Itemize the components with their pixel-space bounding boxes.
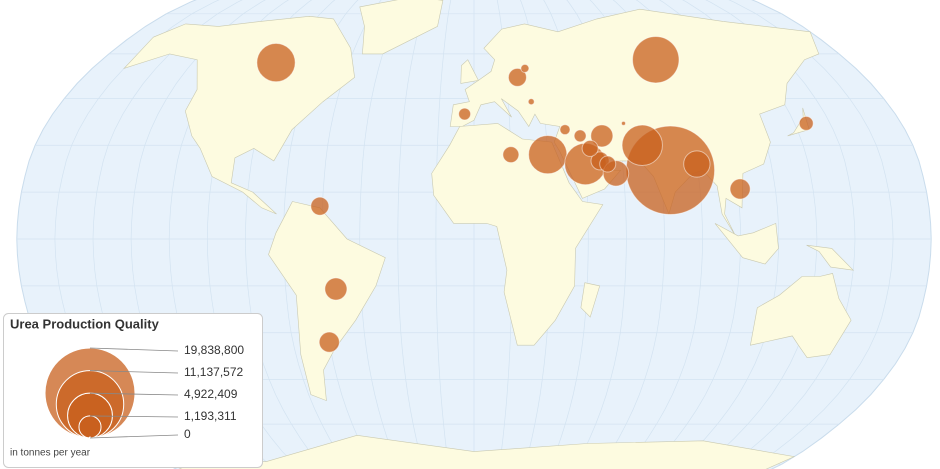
bubble xyxy=(581,139,599,157)
legend-note: in tonnes per year xyxy=(10,448,91,459)
bubble-layer xyxy=(256,35,814,353)
bubble xyxy=(256,42,296,83)
legend-leader xyxy=(89,370,179,374)
legend: Urea Production Quality in tonnes per ye… xyxy=(3,313,263,468)
legend-label: 11,137,572 xyxy=(184,365,243,379)
bubble xyxy=(620,120,627,126)
bubble xyxy=(683,150,711,178)
bubble xyxy=(573,129,587,143)
bubble xyxy=(318,331,340,353)
bubble xyxy=(507,67,527,87)
bubble xyxy=(559,124,571,136)
land xyxy=(714,222,779,265)
legend-leader xyxy=(89,347,179,352)
bubble xyxy=(590,124,614,148)
bubble xyxy=(520,63,530,73)
land xyxy=(806,244,855,271)
land xyxy=(268,201,386,402)
bubble xyxy=(527,98,535,106)
bubble xyxy=(310,196,330,216)
bubble xyxy=(798,115,814,131)
land xyxy=(359,0,444,55)
land xyxy=(460,59,479,84)
legend-leader xyxy=(89,392,179,396)
land xyxy=(449,8,820,237)
legend-label: 0 xyxy=(184,427,191,441)
bubble xyxy=(458,107,472,121)
bubble xyxy=(729,178,751,200)
land xyxy=(431,123,604,346)
land xyxy=(580,282,601,318)
legend-label: 19,838,800 xyxy=(184,343,244,357)
bubble xyxy=(599,155,617,173)
land xyxy=(123,15,355,215)
legend-label: 4,922,409 xyxy=(184,387,238,401)
legend-title: Urea Production Quality xyxy=(10,316,160,331)
bubble xyxy=(502,146,520,164)
legend-label: 1,193,311 xyxy=(184,409,237,423)
bubble xyxy=(528,134,568,175)
legend-leader xyxy=(89,434,179,439)
bubble xyxy=(621,124,663,166)
land xyxy=(153,434,796,469)
bubble xyxy=(324,277,348,301)
land xyxy=(750,273,852,359)
bubble xyxy=(631,35,680,84)
legend-bubble xyxy=(78,415,102,439)
legend-leader xyxy=(89,415,179,418)
